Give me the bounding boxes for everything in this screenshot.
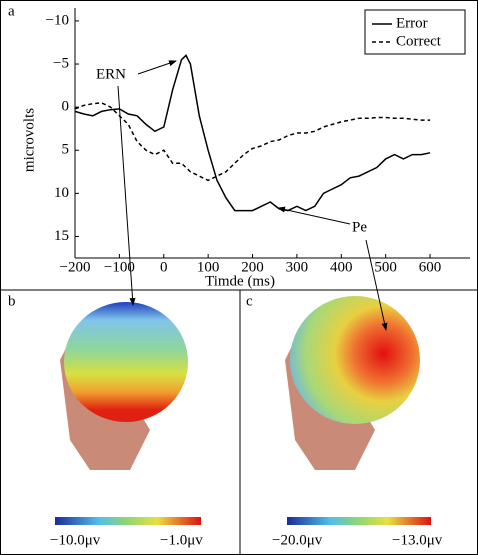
line bbox=[75, 55, 430, 210]
x-tick-label: 400 bbox=[330, 259, 353, 275]
x-tick-label: 500 bbox=[374, 259, 397, 275]
colorbar bbox=[287, 517, 431, 525]
x-tick-label: 300 bbox=[286, 259, 309, 275]
y-tick-label: 15 bbox=[54, 228, 69, 244]
x-tick-label: 200 bbox=[241, 259, 264, 275]
colorbar-label: −20.0μv bbox=[272, 532, 323, 548]
colorbar-label: −1.0μv bbox=[160, 532, 203, 548]
panel-label: a bbox=[8, 3, 15, 19]
x-tick-label: 0 bbox=[160, 259, 168, 275]
y-tick-label: 0 bbox=[62, 99, 70, 115]
x-tick-label: 100 bbox=[197, 259, 220, 275]
y-tick-label: −5 bbox=[53, 55, 69, 71]
y-tick-label: 10 bbox=[54, 185, 69, 201]
legend-label: Error bbox=[396, 15, 428, 31]
y-tick-label: 5 bbox=[62, 142, 70, 158]
panel-label: c bbox=[246, 293, 253, 309]
colorbar-label: −10.0μv bbox=[50, 532, 101, 548]
x-tick-label: −200 bbox=[60, 259, 91, 275]
head-b bbox=[60, 302, 188, 470]
arrow bbox=[138, 61, 176, 74]
y-tick-label: −10 bbox=[46, 12, 69, 28]
x-tick-label: −100 bbox=[104, 259, 135, 275]
annotation: ERN bbox=[96, 66, 126, 82]
x-tick-label: 600 bbox=[419, 259, 442, 275]
colorbar-label: −13.0μv bbox=[392, 532, 443, 548]
head-c bbox=[285, 296, 420, 470]
figure: a b c −10.0μv −1.0μv −20.0μv −13.0μv ERN… bbox=[0, 0, 478, 555]
legend-label: Correct bbox=[396, 33, 442, 49]
colorbar bbox=[55, 517, 201, 525]
y-axis-label: microvolts bbox=[21, 108, 37, 172]
panel-label: b bbox=[8, 293, 16, 309]
x-axis-label: Timde (ms) bbox=[205, 273, 275, 289]
annotation: Pe bbox=[352, 219, 367, 235]
